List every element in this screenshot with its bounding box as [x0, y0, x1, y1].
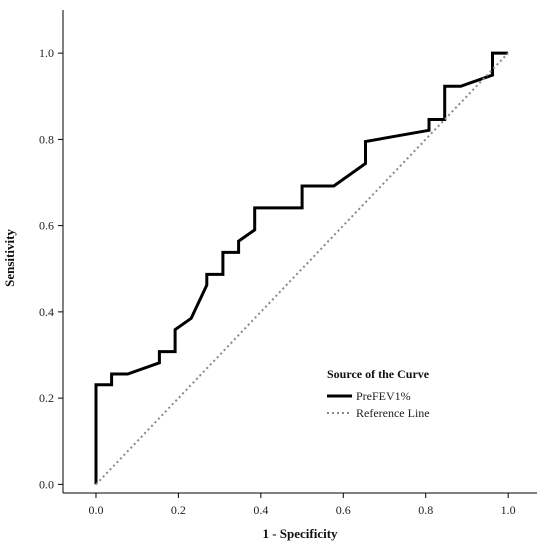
- y-tick-label: 0.8: [39, 132, 54, 146]
- reference-line: [95, 52, 509, 486]
- legend: Source of the Curve PreFEV1% Reference L…: [327, 367, 430, 420]
- x-tick-label: 0.4: [253, 503, 268, 517]
- x-tick-label: 0.8: [418, 503, 433, 517]
- axes: [62, 10, 537, 494]
- y-tick-label: 0.0: [39, 477, 54, 491]
- x-tick-label: 0.6: [336, 503, 351, 517]
- legend-label-reference: Reference Line: [356, 406, 430, 420]
- x-tick-label: 0.0: [88, 503, 103, 517]
- ticks: 0.0 0.2 0.4 0.6 0.8 1.0 0.0 0.2 0.4 0.6 0.8 1.0: [39, 46, 516, 517]
- y-tick-label: 1.0: [39, 46, 54, 60]
- x-tick-label: 1.0: [501, 503, 516, 517]
- series-group: [94, 51, 509, 486]
- x-axis-label: 1 - Specificity: [262, 526, 338, 541]
- y-axis-label: Sensitivity: [2, 229, 17, 287]
- roc-curve-line: [94, 51, 509, 485]
- y-tick-label: 0.6: [39, 219, 54, 233]
- legend-title: Source of the Curve: [327, 367, 430, 381]
- legend-label-prefev1: PreFEV1%: [356, 389, 411, 403]
- y-tick-label: 0.2: [39, 391, 54, 405]
- y-tick-label: 0.4: [39, 305, 54, 319]
- x-tick-label: 0.2: [171, 503, 186, 517]
